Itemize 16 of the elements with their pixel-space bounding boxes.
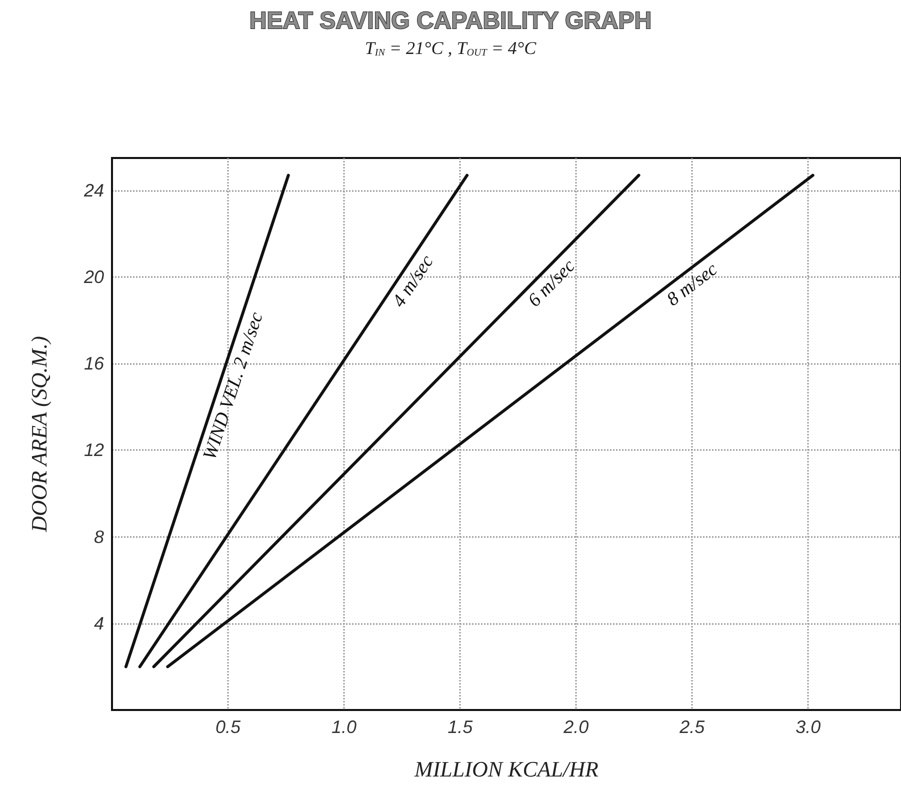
x-tick-label: 1.5 (448, 717, 474, 737)
y-tick-label: 4 (94, 613, 104, 634)
x-tick-label: 1.0 (332, 717, 357, 737)
y-tick-label: 8 (94, 526, 104, 547)
text: WIND VEL. 2 m/sec (199, 309, 268, 462)
x-axis-title: MILLION KCAL/HR (414, 756, 600, 782)
y-tick-label: 20 (82, 267, 104, 288)
x-tick-label: 2.5 (678, 717, 706, 737)
x-tick-label: 0.5 (216, 717, 242, 737)
x-tick-label: 3.0 (796, 717, 821, 737)
y-tick-label: 12 (84, 440, 104, 460)
y-tick-label: 24 (82, 180, 104, 200)
x-tick-label: 2.0 (562, 717, 589, 737)
chart-title: HEAT SAVING CAPABILITY GRAPH (249, 8, 652, 34)
y-tick-label: 16 (84, 354, 105, 374)
y-axis-title: DOOR AREA (SQ.M.) (26, 336, 52, 533)
